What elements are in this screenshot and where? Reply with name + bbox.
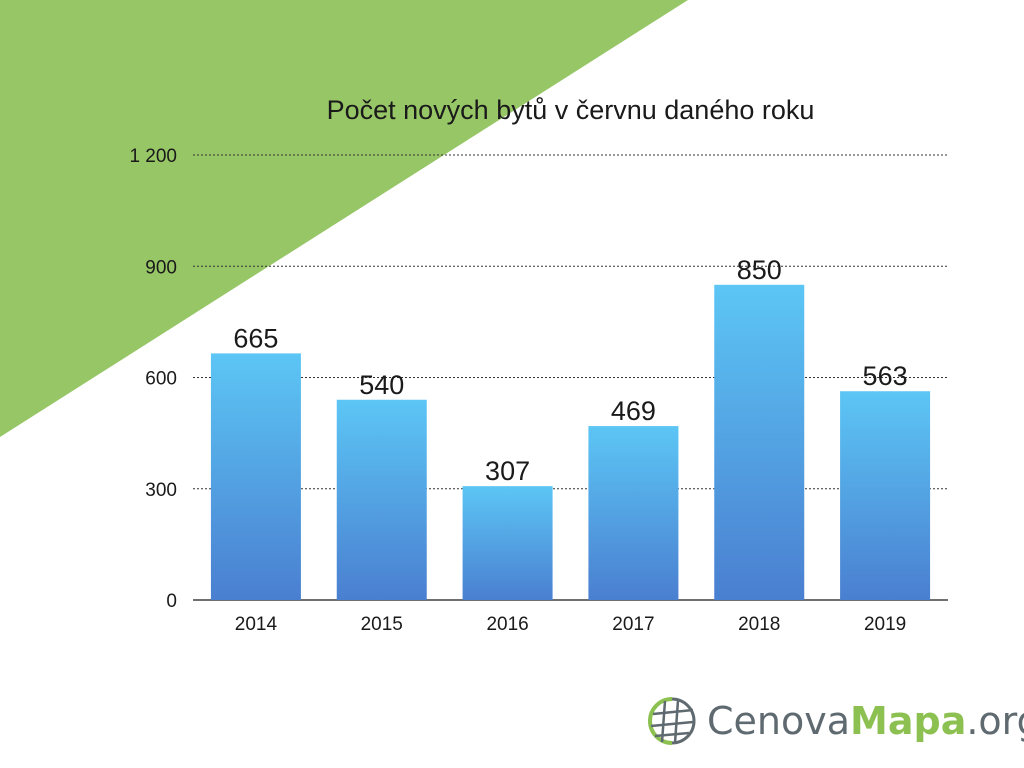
x-tick-label: 2017 <box>612 614 654 635</box>
bar-2014 <box>210 353 301 600</box>
x-tick-label: 2018 <box>738 614 780 635</box>
x-tick-label: 2016 <box>486 614 528 635</box>
gridlines <box>193 154 948 601</box>
data-labels: 665 540 307 469 850 563 <box>233 255 907 486</box>
data-label-2015: 540 <box>359 370 404 400</box>
data-label-2019: 563 <box>863 361 908 391</box>
y-tick-label: 0 <box>166 591 177 612</box>
logo-text: CenovaMapa.org <box>707 699 1024 743</box>
bar-2017 <box>588 426 679 600</box>
globe-icon <box>648 697 696 745</box>
y-tick-label: 600 <box>145 369 177 390</box>
y-axis-ticks: 0 300 600 900 1 200 <box>129 146 177 612</box>
cenovamapa-logo: CenovaMapa.org <box>645 688 1024 754</box>
data-label-2017: 469 <box>611 396 656 426</box>
data-label-2016: 307 <box>485 456 530 486</box>
y-tick-label: 300 <box>145 480 177 501</box>
bars <box>210 284 931 600</box>
x-axis-ticks: 2014 2015 2016 2017 2018 2019 <box>235 614 906 635</box>
x-tick-label: 2015 <box>361 614 403 635</box>
bar-2015 <box>336 399 427 600</box>
data-label-2014: 665 <box>233 323 278 353</box>
y-tick-label: 1 200 <box>129 146 177 167</box>
logo-text-cenova: Cenova <box>707 699 851 743</box>
logo-text-org: .org <box>966 699 1024 743</box>
x-tick-label: 2019 <box>864 614 906 635</box>
data-label-2018: 850 <box>737 255 782 285</box>
bar-2016 <box>462 486 553 600</box>
chart-title: Počet nových bytů v červnu daného roku <box>326 95 815 125</box>
y-tick-label: 900 <box>145 257 177 278</box>
bar-2018 <box>714 284 805 600</box>
bar-2019 <box>840 391 931 600</box>
x-tick-label: 2014 <box>235 614 278 635</box>
logo-text-mapa: Mapa <box>850 699 967 743</box>
